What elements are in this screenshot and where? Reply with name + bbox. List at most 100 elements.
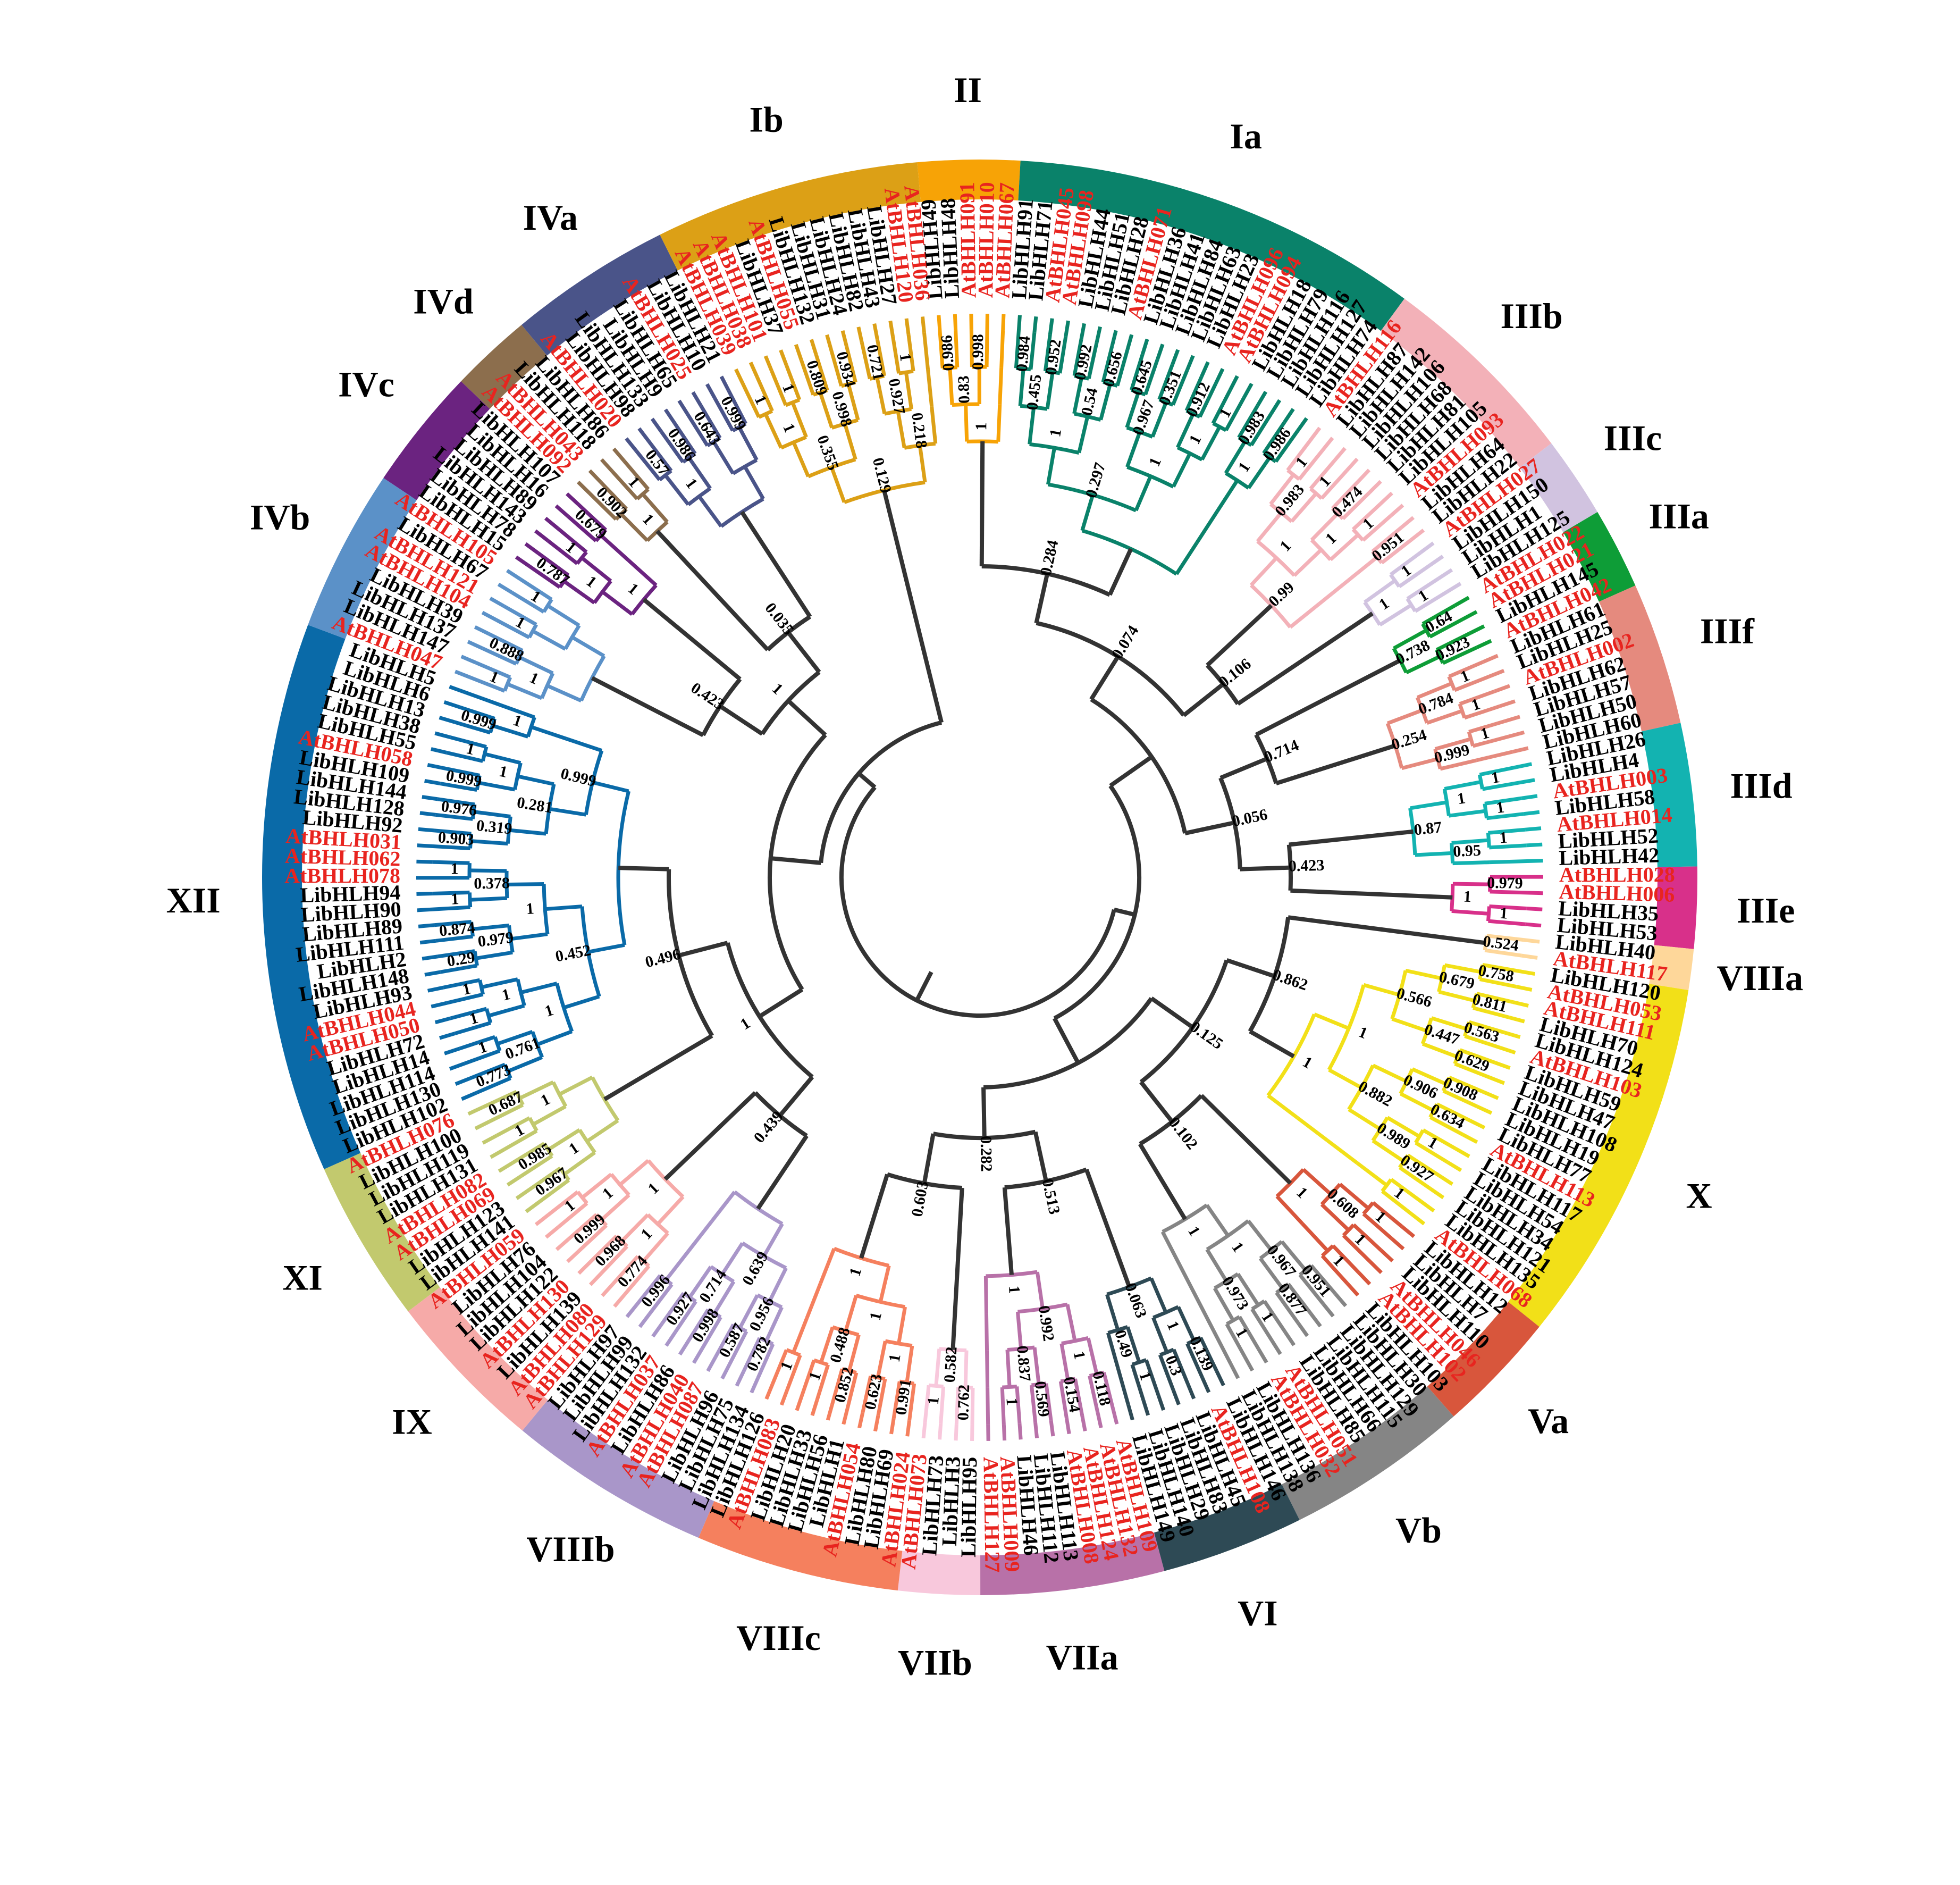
group-label-IIIa: IIIa [1649,496,1709,536]
group-label-II: II [954,70,982,110]
group-label-Va: Va [1528,1401,1569,1441]
tip-branch [422,797,438,799]
tip-branch [1525,828,1541,830]
tip-branch [468,642,482,649]
tip-branch [1323,438,1333,450]
backbone-support: 0.284 [1037,539,1062,577]
support-value: 1 [779,421,798,435]
tip-branch [431,1003,447,1007]
tip-branch [1500,701,1515,706]
branch [549,809,586,815]
tip-branch [1231,1364,1238,1378]
branch [1118,1369,1128,1404]
support-value: 0.992 [1035,1304,1057,1343]
tip-branch [1525,924,1541,926]
group-label-VIIIc: VIIIc [736,1618,821,1658]
tip-branch [1411,530,1424,540]
tip-branch [922,316,924,332]
tip-branch [811,339,816,355]
tip-branch [546,1227,558,1237]
tip-branch [737,1371,744,1386]
tip-branch [1470,1121,1485,1128]
tip-branch [449,686,464,692]
branch [699,496,721,526]
branch [601,535,628,560]
tip-branch [1509,1017,1525,1021]
support-value: 1 [1228,1239,1247,1255]
tip-branch [1143,1400,1148,1415]
tip-branch [797,1395,802,1410]
branch [1314,1014,1349,1028]
tip-branch [1381,1250,1393,1261]
branch [509,830,546,834]
branch [1410,802,1447,808]
branch [547,685,581,700]
support-value: 1 [543,1001,556,1020]
tip-branch [475,627,489,634]
backbone-support: 0.074 [1108,623,1142,663]
tip-branch [1284,409,1293,422]
support-value: 0.986 [938,334,957,371]
tip-branch [1483,656,1498,662]
tip-branch [1201,362,1208,376]
tip-branch [812,1400,817,1415]
branch [766,414,781,448]
tip-branch [1477,641,1491,648]
support-value: 1 [1463,888,1471,906]
support-value: 0.129 [869,456,895,495]
tip-branch [567,494,578,505]
branch [1290,604,1319,627]
branch [533,631,565,649]
tip-branch [859,1412,862,1428]
tip-branch [1202,1378,1209,1392]
tip-branch [1323,1304,1333,1316]
tip-branch [796,345,801,359]
support-value: 1 [1232,1325,1251,1341]
tip-branch [535,531,548,540]
branch [658,1197,683,1224]
branch [511,934,548,939]
branch [1294,550,1322,575]
branch [472,925,509,929]
branch [563,996,599,1008]
support-value: 0.455 [1023,373,1045,411]
branch [745,466,763,499]
branch [965,1351,966,1388]
support-value: 1 [1300,1053,1315,1072]
backbone-branch [1036,1132,1046,1182]
tip-branch [1081,323,1084,339]
branch [1268,1095,1298,1118]
tip-branch [1500,1048,1516,1052]
branch [572,637,604,656]
tip-branch [1258,392,1266,406]
branch [899,1307,905,1344]
tip-branch [516,557,529,566]
backbone-branch [592,678,703,735]
support-value: 1 [451,890,459,908]
tip-branch [1509,732,1524,736]
tip-branch [425,781,441,783]
tip-branch [1490,1077,1504,1083]
group-labels: IIIaIIIbIIIcIIIaIIIfIIIdIIIeVIIIaXVaVbVI… [166,70,1803,1682]
branch [593,782,629,791]
branch [1107,1294,1117,1330]
support-value: 0.95 [1453,842,1482,861]
branch [492,726,528,737]
tip-branch [545,518,558,529]
support-value: 1 [1293,1184,1311,1202]
tip-branch [766,356,771,371]
branch [924,332,928,370]
backbone-branch [758,1136,807,1209]
branch [1048,448,1054,484]
branch [831,467,844,502]
branch [1454,676,1489,690]
branch [1364,985,1399,995]
tip-branch [1370,1261,1381,1272]
tip-branch [1311,1313,1320,1326]
support-value: 0.927 [885,377,909,415]
branch [1151,1278,1166,1312]
tip-branch [767,1384,772,1399]
backbone-branch [1151,998,1193,1027]
backbone-branch [1250,1032,1294,1057]
group-label-IIIb: IIIb [1500,296,1562,336]
